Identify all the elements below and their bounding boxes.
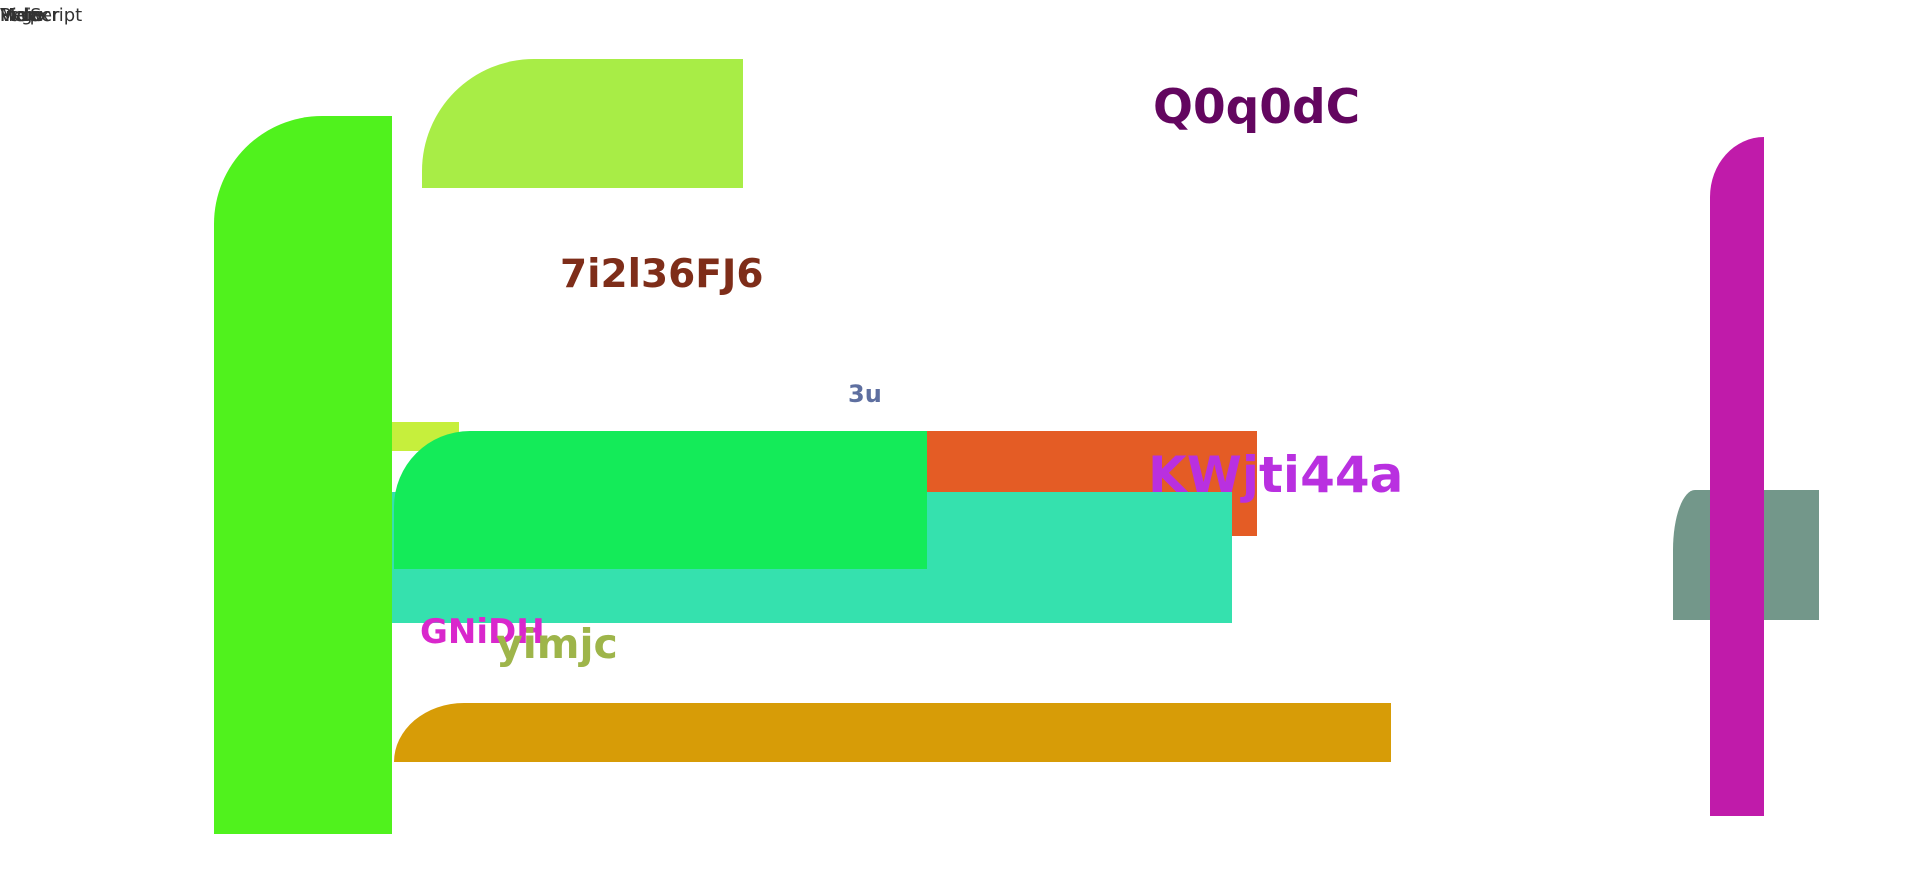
- corner-word: Script: [30, 5, 83, 26]
- label-7i2l36fj6: 7i2l36FJ6: [560, 252, 764, 297]
- label-kwjti44a: KWjti44a: [1148, 446, 1404, 504]
- corner-word: Page: [0, 5, 44, 26]
- label-gnidh: GNiDH: [420, 612, 545, 652]
- label-yimjc: yimjc: [496, 620, 618, 668]
- label-3u: 3u: [848, 380, 882, 408]
- magenta-pillar: [1710, 137, 1764, 816]
- corner-word: Main: [0, 5, 43, 26]
- lime-block: [422, 59, 743, 188]
- tall-green-block: [214, 116, 392, 834]
- emerald-block: [394, 431, 927, 569]
- label-q0q0dc: Q0q0dC: [1153, 80, 1361, 135]
- corner-word: Index: [0, 5, 50, 26]
- corner-word: Helper: [0, 5, 60, 26]
- corner-word: View: [0, 5, 43, 26]
- gold-bar: [394, 703, 1391, 762]
